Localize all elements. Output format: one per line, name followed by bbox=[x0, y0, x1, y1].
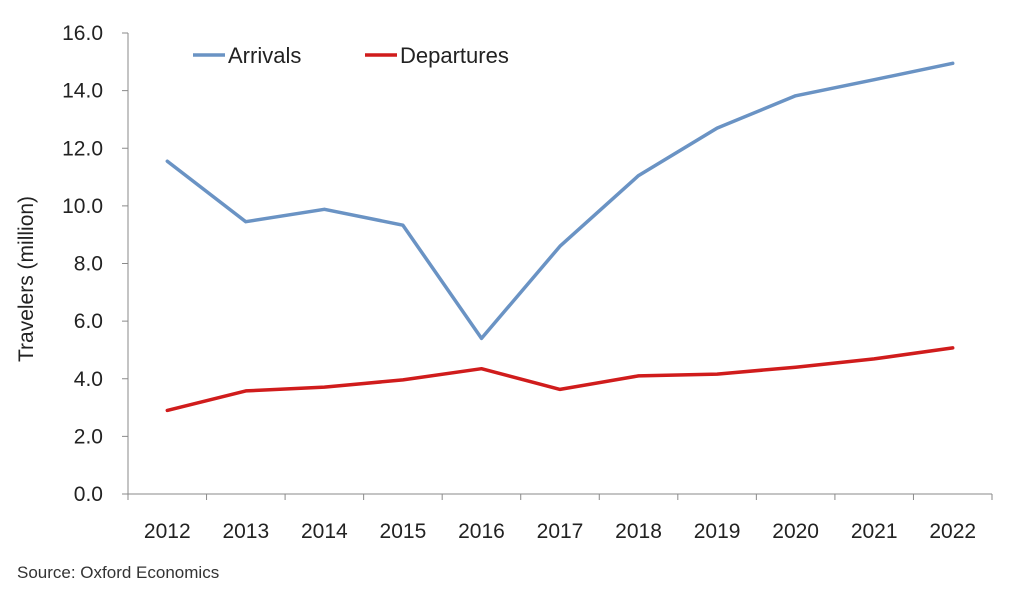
y-tick-label: 2.0 bbox=[74, 425, 103, 448]
series-lines bbox=[165, 61, 955, 413]
legend: Arrivals Departures bbox=[193, 43, 509, 68]
legend-label-departures: Departures bbox=[400, 43, 509, 68]
x-tick-label: 2015 bbox=[380, 520, 427, 543]
x-tick-label: 2017 bbox=[537, 520, 584, 543]
y-tick-label: 10.0 bbox=[62, 195, 103, 218]
x-tick-label: 2022 bbox=[929, 520, 976, 543]
axes bbox=[122, 32, 993, 500]
series-line-departures bbox=[165, 346, 955, 413]
x-tick-label: 2014 bbox=[301, 520, 348, 543]
x-tick-label: 2018 bbox=[615, 520, 662, 543]
y-tick-label: 0.0 bbox=[74, 483, 103, 506]
y-tick-label: 16.0 bbox=[62, 22, 103, 45]
series-line-arrivals bbox=[165, 61, 955, 341]
y-axis-label: Travelers (million) bbox=[15, 196, 38, 362]
y-tick-label: 12.0 bbox=[62, 137, 103, 160]
x-tick-label: 2013 bbox=[222, 520, 269, 543]
x-tick-label: 2021 bbox=[851, 520, 898, 543]
y-tick-label: 8.0 bbox=[74, 253, 103, 276]
x-tick-label: 2016 bbox=[458, 520, 505, 543]
source-note: Source: Oxford Economics bbox=[17, 563, 220, 582]
y-tick-label: 14.0 bbox=[62, 80, 103, 103]
y-tick-label: 4.0 bbox=[74, 368, 103, 391]
legend-label-arrivals: Arrivals bbox=[228, 43, 301, 68]
x-tick-label: 2019 bbox=[694, 520, 741, 543]
x-tick-label: 2020 bbox=[772, 520, 819, 543]
x-tick-label: 2012 bbox=[144, 520, 191, 543]
y-tick-labels: 0.0 2.0 4.0 6.0 8.0 10.0 12.0 14.0 16.0 bbox=[62, 22, 103, 506]
y-tick-label: 6.0 bbox=[74, 310, 103, 333]
x-tick-labels: 2012 2013 2014 2015 2016 2017 2018 2019 2020 2021… bbox=[144, 520, 976, 543]
